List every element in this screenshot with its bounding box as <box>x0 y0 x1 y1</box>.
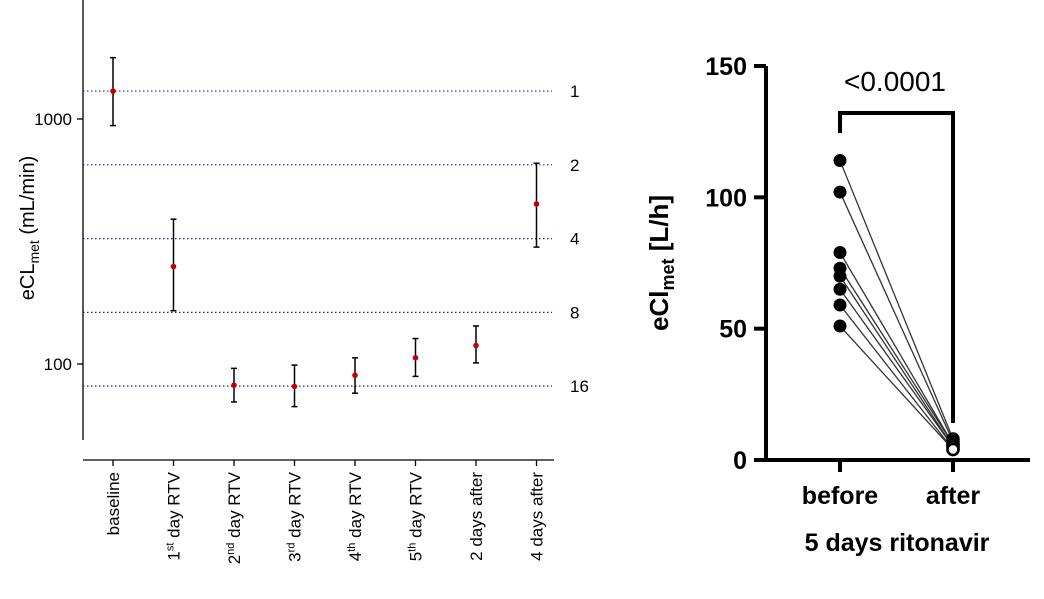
paired-line <box>839 252 954 445</box>
before-point <box>833 154 847 168</box>
paired-line <box>839 325 954 450</box>
paired-line <box>839 304 954 450</box>
data-point <box>231 382 237 388</box>
reference-line-label: 1 <box>570 82 579 101</box>
y-tick-label: 1000 <box>34 110 72 129</box>
left-x-tick-labels: baseline 1st day RTV 2nd day RTV 3rd day RT… <box>83 459 554 564</box>
before-point <box>833 245 847 259</box>
x-tick-label: before <box>802 482 879 510</box>
right-y-axis-label: eClmet [L/h] <box>644 195 678 331</box>
reference-lines: 1 2 4 8 16 <box>83 82 589 396</box>
paired-line <box>839 191 954 442</box>
x-tick-label: 2nd day RTV <box>225 471 244 564</box>
paired-line <box>839 267 954 445</box>
reference-line-label: 8 <box>570 303 579 322</box>
x-tick-label: 2 days after <box>467 472 486 561</box>
before-point <box>833 185 847 199</box>
significance-bracket <box>838 111 955 423</box>
data-point <box>291 383 298 390</box>
x-tick-label: 4th day RTV <box>346 471 365 561</box>
y-tick-label: 0 <box>733 447 747 475</box>
y-tick-label: 50 <box>719 316 747 344</box>
right-x-axis-label: 5 days ritonavir <box>805 529 990 557</box>
y-tick-label: 150 <box>705 53 747 81</box>
error-bars <box>110 56 540 408</box>
left-chart: 1 2 4 8 16 100 1000 baseline 1st day RTV 2nd da… <box>17 0 589 564</box>
right-x-tick-labels: before after <box>802 460 980 510</box>
data-point <box>352 372 358 379</box>
data-points <box>110 88 540 390</box>
data-point <box>473 342 479 349</box>
paired-line <box>839 288 954 448</box>
x-tick-label: 3rd day RTV <box>286 471 305 561</box>
before-point <box>833 269 847 283</box>
reference-line-label: 4 <box>570 230 579 249</box>
reference-line-label: 2 <box>570 156 579 175</box>
paired-points <box>833 154 960 457</box>
x-tick-label: after <box>926 482 980 510</box>
data-point <box>170 263 177 270</box>
left-y-ticks: 100 1000 <box>34 110 83 374</box>
x-tick-label: 5th day RTV <box>407 471 426 561</box>
y-tick-label: 100 <box>705 184 747 212</box>
x-tick-label: 1st day RTV <box>165 471 184 560</box>
x-tick-label: 4 days after <box>528 472 547 561</box>
paired-line <box>839 275 954 448</box>
right-y-ticks: 0 50 100 150 <box>705 53 766 475</box>
after-point <box>946 442 960 457</box>
p-value-annotation: <0.0001 <box>844 66 946 97</box>
before-point <box>833 319 847 333</box>
x-tick-label: baseline <box>104 472 123 535</box>
y-tick-label: 100 <box>44 355 72 374</box>
before-point <box>833 298 847 312</box>
paired-lines <box>839 160 954 450</box>
data-point <box>412 355 419 361</box>
before-point <box>833 282 847 296</box>
data-point <box>110 88 116 94</box>
right-chart: 0 50 100 150 <0.0001 before after 5 days rit… <box>644 53 1030 557</box>
paired-line <box>839 160 954 440</box>
reference-line-label: 16 <box>570 377 589 396</box>
left-y-axis-label: eCLmet (mL/min) <box>17 156 42 301</box>
data-point <box>533 201 540 207</box>
